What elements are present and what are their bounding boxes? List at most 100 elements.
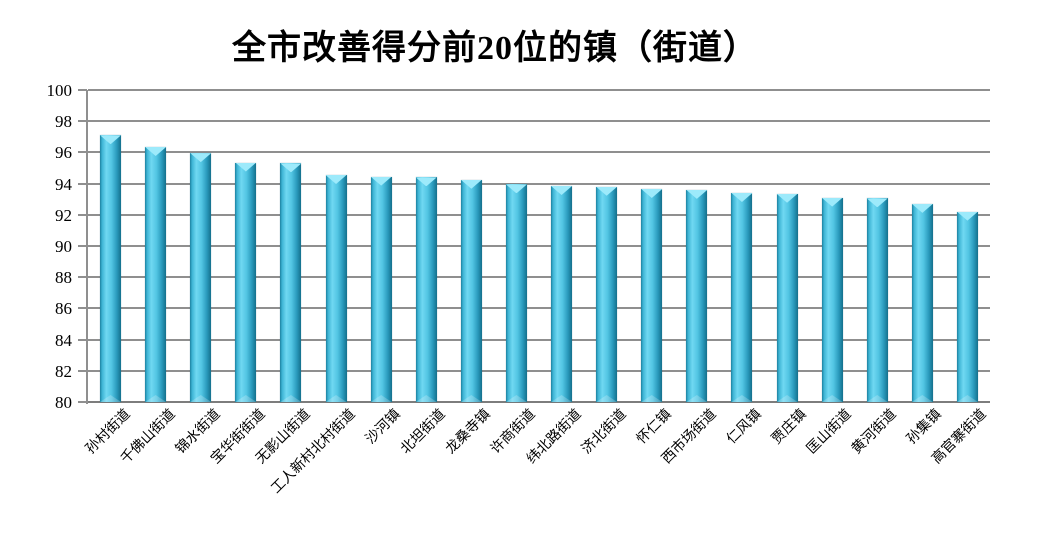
y-axis-tick — [78, 369, 87, 372]
bar — [956, 211, 978, 402]
bar-bottom-cap — [866, 394, 888, 402]
bar — [911, 203, 933, 402]
bar-top-cap — [415, 177, 437, 187]
y-axis-tick — [78, 276, 87, 279]
y-axis-label: 84 — [55, 330, 72, 350]
bar-bottom-cap — [551, 394, 573, 402]
x-axis-label: 贾庄镇 — [769, 407, 810, 448]
bar-top-cap — [460, 179, 482, 189]
bar-bottom-cap — [460, 394, 482, 402]
y-axis-label: 100 — [46, 81, 73, 100]
bar-top-cap — [956, 211, 978, 221]
gridline — [88, 213, 990, 216]
y-axis-label: 96 — [55, 143, 72, 163]
bar-top-cap — [145, 146, 167, 156]
bar-bottom-cap — [956, 394, 978, 402]
bar-top-cap — [731, 192, 753, 202]
gridline — [88, 338, 990, 341]
y-axis-tick — [78, 245, 87, 247]
y-axis-label: 98 — [55, 112, 72, 132]
y-axis-tick — [78, 120, 87, 123]
gridline — [88, 245, 990, 247]
gridline — [88, 307, 990, 310]
y-axis-label: 86 — [55, 299, 72, 319]
bar-bottom-cap — [415, 394, 437, 402]
x-axis-label: 仁风镇 — [724, 407, 765, 448]
y-axis-label: 92 — [55, 205, 72, 225]
y-axis-label: 90 — [55, 237, 72, 256]
bar-top-cap — [280, 163, 302, 173]
y-axis-label: 94 — [55, 174, 72, 194]
x-axis-label: 孙集镇 — [904, 407, 945, 448]
y-axis-tick — [78, 338, 87, 341]
bar — [280, 163, 302, 402]
bar-bottom-cap — [100, 394, 122, 402]
bar — [415, 177, 437, 402]
bar-top-cap — [100, 135, 122, 145]
bar-bottom-cap — [325, 394, 347, 402]
bar — [190, 153, 212, 402]
bar-bottom-cap — [641, 394, 663, 402]
bar — [596, 186, 618, 402]
gridline — [88, 401, 990, 403]
y-axis-label: 88 — [55, 268, 72, 288]
bar — [145, 146, 167, 402]
bar-top-cap — [190, 153, 212, 163]
bar-top-cap — [551, 185, 573, 195]
y-axis-tick — [78, 89, 87, 91]
y-axis-label: 82 — [55, 361, 72, 381]
bar — [776, 193, 798, 402]
bar-top-cap — [596, 186, 618, 196]
bar-bottom-cap — [596, 394, 618, 402]
bar — [325, 175, 347, 402]
x-axis-label: 匡山街道 — [804, 407, 855, 458]
x-axis-label: 龙桑寺镇 — [443, 407, 494, 458]
bar-bottom-cap — [235, 394, 257, 402]
bar-bottom-cap — [505, 394, 527, 402]
bar-bottom-cap — [731, 394, 753, 402]
gridline — [88, 120, 990, 123]
bar-bottom-cap — [821, 394, 843, 402]
bar-top-cap — [235, 162, 257, 172]
bar-top-cap — [641, 189, 663, 199]
bar-top-cap — [325, 175, 347, 185]
bar-top-cap — [866, 198, 888, 208]
bar — [235, 162, 257, 402]
bar-top-cap — [821, 197, 843, 207]
gridline — [88, 369, 990, 372]
chart-title: 全市改善得分前20位的镇（街道） — [232, 30, 758, 67]
bar — [100, 135, 122, 402]
x-axis-label: 沙河镇 — [363, 407, 404, 448]
bar-bottom-cap — [370, 394, 392, 402]
bar — [686, 189, 708, 402]
bar — [370, 176, 392, 402]
y-axis-tick — [78, 151, 87, 154]
y-axis-tick — [78, 307, 87, 310]
bar-top-cap — [505, 184, 527, 194]
x-axis-label: 济北街道 — [579, 407, 630, 458]
bar-bottom-cap — [776, 394, 798, 402]
bar-top-cap — [686, 189, 708, 199]
gridline — [88, 89, 990, 91]
bar-bottom-cap — [280, 394, 302, 402]
x-axis-label: 工人新村北村街道 — [268, 407, 359, 497]
y-axis-tick — [78, 213, 87, 216]
bar — [641, 189, 663, 402]
bar-top-cap — [911, 203, 933, 213]
bar-bottom-cap — [190, 394, 212, 402]
x-axis-label: 北坦街道 — [398, 407, 449, 458]
gridline — [88, 182, 990, 185]
bar-bottom-cap — [911, 394, 933, 402]
y-axis-line — [86, 90, 88, 404]
bar — [460, 179, 482, 402]
gridline — [88, 151, 990, 154]
bar-bottom-cap — [686, 394, 708, 402]
bar — [731, 192, 753, 402]
bar-top-cap — [776, 193, 798, 203]
bar — [551, 185, 573, 402]
bar — [866, 198, 888, 402]
bar — [505, 184, 527, 402]
y-axis-tick — [78, 401, 87, 403]
x-axis-label: 怀仁镇 — [634, 407, 675, 448]
